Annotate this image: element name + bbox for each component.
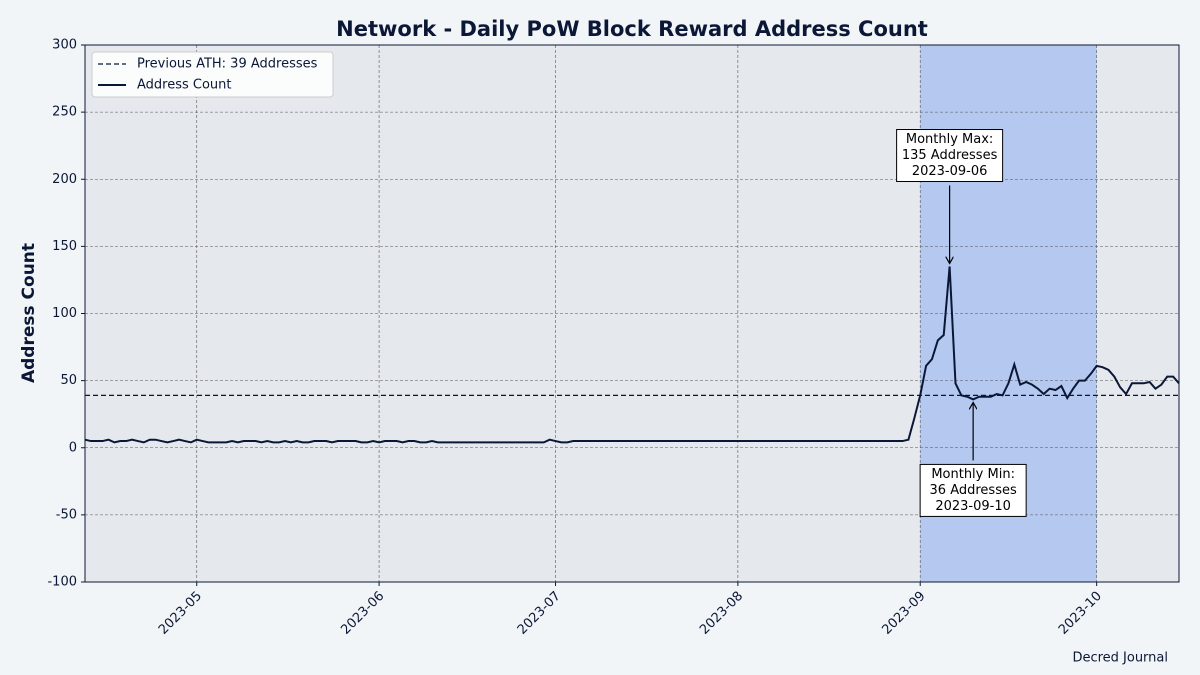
y-tick-label: 250: [52, 105, 77, 120]
footer: Decred Journal: [1072, 651, 1168, 666]
annotation-text: 2023-09-06: [912, 164, 988, 179]
annotation-box: [919, 463, 1027, 517]
y-tick-label: 0: [69, 440, 77, 455]
annotation-text: Monthly Min:: [931, 467, 1015, 482]
data-line: [84, 266, 1180, 444]
y-tick-label: -50: [56, 507, 77, 522]
y-axis-label: Address Count: [19, 243, 39, 383]
annotation-box: [896, 129, 1004, 183]
y-tick-label: 300: [52, 38, 77, 53]
y-tick-label: 100: [52, 306, 77, 321]
legend-box: [91, 51, 334, 98]
annotation-text: 135 Addresses: [902, 148, 998, 163]
annotation-text: 36 Addresses: [930, 483, 1017, 498]
legend-label: Previous ATH: 39 Addresses: [137, 57, 318, 72]
y-tick-label: 150: [52, 239, 77, 254]
annotation-text: Monthly Max:: [906, 132, 993, 147]
plot-frame: [84, 44, 1180, 583]
chart-title: Network - Daily PoW Block Reward Address…: [336, 17, 928, 41]
y-tick-label: -100: [47, 575, 77, 590]
legend-label: Address Count: [137, 78, 232, 93]
y-tick-label: 50: [60, 373, 77, 388]
y-tick-label: 200: [52, 172, 77, 187]
annotation-text: 2023-09-10: [935, 499, 1011, 514]
